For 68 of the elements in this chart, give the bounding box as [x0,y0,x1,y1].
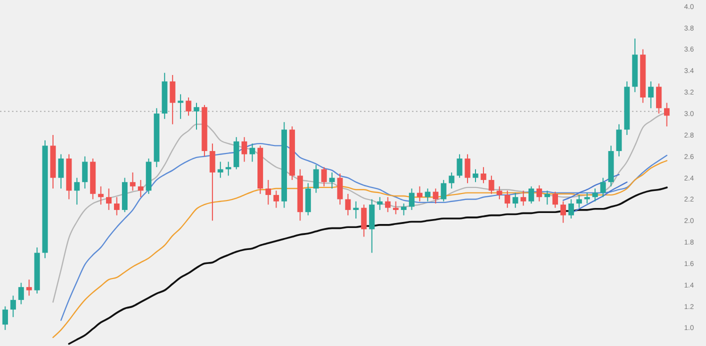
candlestick [194,102,200,130]
candlestick [321,166,327,187]
candlestick [98,186,104,206]
candlestick [178,94,184,120]
line-series [562,174,620,201]
candlestick [353,200,359,220]
candlestick [2,306,8,330]
candlestick [385,196,391,213]
candlestick [592,188,598,202]
candlestick [106,188,112,210]
candlestick [560,200,566,224]
candlestick [10,295,16,318]
candlestick [170,74,176,125]
candlestick [584,192,590,204]
candlestick [648,80,654,109]
candlestick [664,102,670,127]
candlestick [424,188,430,202]
candlestick [74,177,80,206]
candlestick [26,279,32,296]
candlestick [186,96,192,116]
candlestick [448,172,454,190]
candlestick [337,173,343,206]
candlestick [210,143,216,222]
candlestick [520,190,526,206]
candlestick [512,192,518,208]
candlestick [568,198,574,220]
candlestick [456,154,462,178]
candlestick [18,282,24,305]
candlestick [226,161,232,176]
candlestick [408,188,415,210]
candlestick [576,194,582,208]
candlestick [345,193,351,216]
candlestick [480,166,486,184]
candlestick [656,83,662,114]
candlestick [218,161,224,178]
candlestick [488,175,494,194]
candlestick [82,156,88,190]
candlestick [265,179,272,206]
candlestick [552,191,558,208]
candlestick [58,154,64,190]
line-series [68,186,668,345]
candlestick [472,168,478,183]
candlestick [250,143,256,162]
candlestick [377,196,383,210]
candlestick [305,182,311,216]
line-series [60,142,668,321]
candlestick [432,188,438,204]
candlestick [400,203,407,216]
candlestick [496,186,502,200]
candlestick [536,184,542,202]
candlestick [242,136,248,162]
candlestick [600,177,606,198]
candlestick [504,190,510,208]
candlestick [313,164,319,194]
line-series [52,160,668,338]
candlestick [464,154,470,184]
candlestick [138,179,144,198]
candlestick [528,186,534,204]
candlestick [361,204,367,238]
candlestick [544,190,550,206]
candlestick [273,190,280,208]
candlestick [329,172,335,190]
candlestick [616,124,622,157]
candlestick [440,179,446,202]
candlestick [416,186,422,202]
candlestick [130,172,136,192]
candlestick [392,200,399,215]
candlestick [114,196,120,216]
